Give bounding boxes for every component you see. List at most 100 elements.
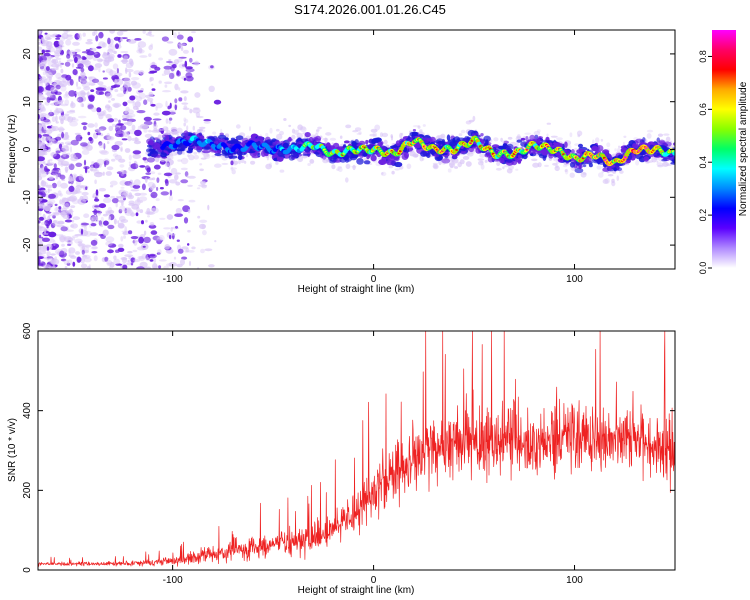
spectrogram-noise-cell: [77, 115, 87, 119]
spectrogram-noise-cell: [54, 207, 60, 213]
spectrogram-noise-cell: [70, 118, 79, 122]
spectrogram-noise-cell: [105, 105, 111, 109]
spectrogram-halo-cell: [564, 169, 568, 173]
spectrogram-noise-cell: [68, 247, 76, 254]
spectrogram-noise-cell: [55, 115, 58, 123]
spectrogram-noise-cell: [94, 196, 98, 201]
spectrogram-noise-cell: [168, 59, 172, 61]
spectrogram-noise-cell: [137, 41, 147, 48]
spectrogram-noise-cell: [187, 175, 196, 179]
spectrogram-noise-cell: [108, 243, 117, 248]
spectrogram-band-cell: [228, 155, 238, 159]
spectrogram-noise-cell: [47, 193, 57, 199]
spectrogram-halo-cell: [198, 126, 206, 130]
spectrogram-x-label: Height of straight line (km): [298, 284, 415, 295]
spectrogram-noise-cell: [39, 246, 48, 252]
spectrogram-halo-cell: [183, 117, 187, 122]
spectrogram-noise-cell: [48, 98, 55, 101]
spectrogram-noise-cell: [139, 123, 149, 129]
spectrogram-halo-cell: [477, 158, 484, 161]
spectrogram-noise-cell: [88, 95, 95, 102]
spectrogram-noise-cell: [45, 129, 53, 135]
spectrogram-band-cell: [435, 138, 444, 145]
spectrogram-noise-cell: [40, 104, 45, 109]
spectrogram-halo-cell: [546, 122, 551, 125]
spectrogram-band-cell: [218, 134, 227, 140]
spectrogram-noise-cell: [143, 99, 148, 105]
spectrogram-halo-cell: [450, 165, 454, 169]
spectrogram-halo-cell: [516, 135, 521, 139]
spectrogram-noise-cell: [103, 51, 106, 55]
spectrogram-ridge-peak: [490, 150, 494, 153]
spectrogram-noise-cell: [162, 126, 169, 132]
spectrogram-band-cell: [354, 139, 359, 145]
spectrogram-noise-cell: [134, 192, 141, 197]
spectrogram-noise-cell: [46, 96, 51, 103]
spectrogram-noise-cell: [74, 132, 81, 136]
spectrogram-noise-cell: [105, 236, 115, 243]
spectrogram-band-cell: [602, 149, 610, 155]
spectrogram-noise-cell: [52, 220, 58, 224]
spectrogram-noise-cell: [38, 212, 42, 216]
spectrogram-band-cell: [603, 153, 612, 157]
spectrogram-noise-cell: [41, 236, 44, 239]
spectrogram-noise-cell: [129, 95, 136, 101]
spectrogram-noise-cell: [127, 135, 132, 142]
spectrogram-x-tick-label: -100: [163, 274, 183, 285]
spectrogram-band-cell: [516, 152, 521, 156]
spectrogram-noise-cell: [60, 258, 67, 262]
chart-title: S174.2026.001.01.26.C45: [294, 2, 446, 17]
spectrogram-band-cell: [608, 167, 612, 171]
spectrogram-halo-cell: [401, 132, 404, 136]
spectrogram-noise-cell: [87, 131, 91, 136]
spectrogram-noise-cell: [126, 109, 134, 115]
spectrogram-noise-cell: [143, 236, 151, 244]
spectrogram-noise-cell: [68, 185, 75, 192]
spectrogram-halo-cell: [238, 159, 241, 165]
spectrogram-halo-cell: [663, 133, 670, 136]
spectrogram-noise-cell: [176, 34, 184, 40]
spectrogram-band-cell: [290, 151, 299, 158]
spectrogram-noise-cell: [60, 62, 64, 65]
spectrogram-noise-cell: [173, 256, 177, 260]
spectrogram-noise-cell: [94, 63, 103, 68]
spectrogram-noise-cell: [151, 130, 160, 133]
spectrogram-halo-cell: [233, 160, 238, 166]
spectrogram-noise-cell: [38, 162, 41, 166]
spectrogram-noise-cell: [149, 222, 155, 227]
spectrogram-noise-cell: [115, 263, 122, 266]
spectrogram-noise-cell: [202, 230, 207, 236]
spectrogram-halo-cell: [249, 126, 251, 132]
spectrogram-noise-cell: [146, 97, 154, 102]
spectrogram-noise-cell: [50, 253, 56, 256]
spectrogram-band-cell: [407, 135, 411, 141]
spectrogram-noise-cell: [83, 166, 90, 170]
spectrogram-noise-cell: [77, 241, 83, 244]
spectrogram-halo-cell: [564, 168, 569, 175]
spectrogram-noise-cell: [38, 63, 44, 67]
spectrogram-noise-cell: [118, 119, 121, 124]
spectrogram-halo-cell: [331, 164, 336, 170]
spectrogram-halo-cell: [432, 163, 438, 169]
spectrogram-noise-cell: [155, 102, 163, 109]
spectrogram-noise-cell: [168, 48, 178, 56]
spectrogram-noise-cell: [118, 189, 127, 196]
spectrogram-noise-cell: [111, 98, 115, 101]
spectrogram-noise-cell: [166, 214, 174, 220]
spectrogram-noise-cell: [113, 255, 117, 260]
spectrogram-noise-cell: [133, 179, 141, 186]
spectrogram-halo-cell: [478, 160, 484, 166]
spectrogram-noise-cell: [180, 167, 188, 171]
spectrogram-noise-cell: [124, 208, 128, 214]
spectrogram-noise-cell: [123, 87, 127, 92]
spectrogram-halo-cell: [193, 151, 198, 155]
spectrogram-noise-cell: [90, 47, 97, 52]
spectrogram-noise-cell: [124, 254, 134, 257]
spectrogram-band-cell: [534, 134, 539, 139]
spectrogram-noise-cell: [38, 79, 43, 84]
spectrogram-noise-cell: [90, 216, 99, 221]
spectrogram-noise-cell: [87, 123, 95, 128]
spectrogram-noise-cell: [138, 47, 143, 54]
spectrogram-halo-cell: [616, 175, 620, 181]
spectrogram-halo-cell: [184, 118, 189, 124]
